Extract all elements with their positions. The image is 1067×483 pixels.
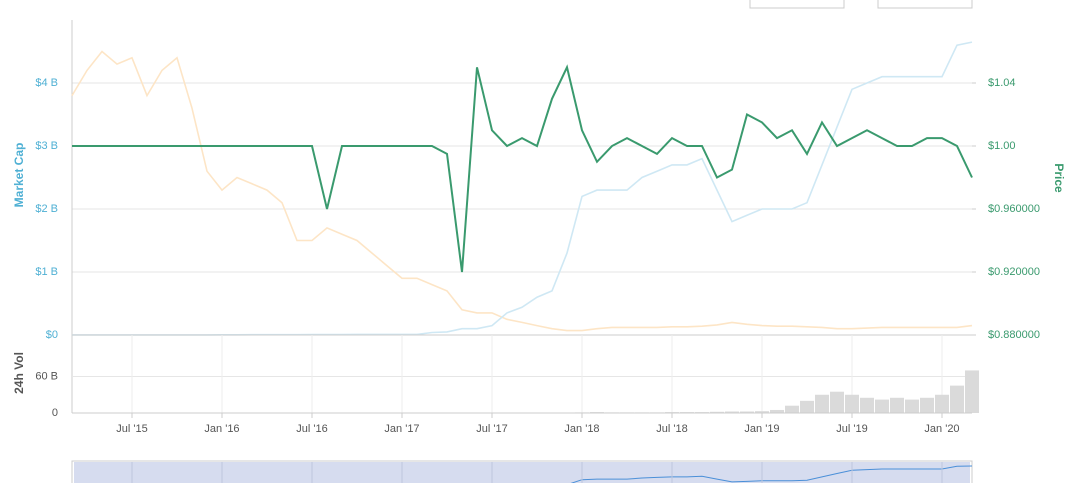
date-input[interactable] <box>877 0 973 9</box>
volume-bar <box>905 399 919 413</box>
x-tick-label: Jul '19 <box>836 423 867 435</box>
volume-bar <box>875 399 889 413</box>
volume-bar <box>815 394 829 413</box>
volume-bar <box>785 405 799 413</box>
x-tick-label: Jan '19 <box>744 423 779 435</box>
volume-axis-title: 24h Vol <box>12 352 26 394</box>
volume-bar <box>920 397 934 413</box>
x-tick-label: Jul '15 <box>116 423 147 435</box>
y-tick-label: $2 B <box>35 203 58 215</box>
y2-tick-label: $0.880000 <box>988 329 1040 341</box>
volume-bar <box>860 397 874 413</box>
volume-bar <box>800 400 814 413</box>
volume-bar <box>755 411 769 413</box>
x-tick-label: Jan '17 <box>384 423 419 435</box>
y-tick-label: $4 B <box>35 77 58 89</box>
x-tick-label: Jul '18 <box>656 423 687 435</box>
y2-tick-label: $1.04 <box>988 77 1016 89</box>
x-tick-label: Jul '16 <box>296 423 327 435</box>
volume-bar <box>770 409 784 413</box>
series-line <box>72 41 973 336</box>
series-line <box>71 50 973 332</box>
y2-tick-label: $0.920000 <box>988 266 1040 278</box>
y-tick-label: $0 <box>46 329 58 341</box>
volume-bar <box>890 397 904 413</box>
y-axis-title: Market Cap <box>12 143 26 208</box>
y2-axis-title: Price <box>1052 163 1066 193</box>
volume-bar <box>845 394 859 413</box>
volume-bar <box>740 411 754 413</box>
navigator-line <box>570 465 973 483</box>
navigator-selection[interactable] <box>74 462 970 483</box>
series-line <box>72 64 973 273</box>
x-tick-label: Jul '17 <box>476 423 507 435</box>
y-tick-label: $1 B <box>35 266 58 278</box>
volume-bar <box>965 370 979 413</box>
volume-bar <box>950 385 964 413</box>
y-tick-label: 0 <box>52 407 58 419</box>
volume-bar <box>710 411 724 413</box>
y-tick-label: $3 B <box>35 140 58 152</box>
x-tick-label: Jan '16 <box>204 423 239 435</box>
volume-bar <box>935 394 949 413</box>
y2-tick-label: $0.960000 <box>988 203 1040 215</box>
y2-tick-label: $1.00 <box>988 140 1016 152</box>
volume-bar <box>830 391 844 413</box>
x-tick-label: Jan '18 <box>564 423 599 435</box>
volume-bar <box>725 411 739 413</box>
x-tick-label: Jan '20 <box>924 423 959 435</box>
y-tick-label: 60 B <box>35 370 58 382</box>
date-input[interactable] <box>749 0 845 9</box>
